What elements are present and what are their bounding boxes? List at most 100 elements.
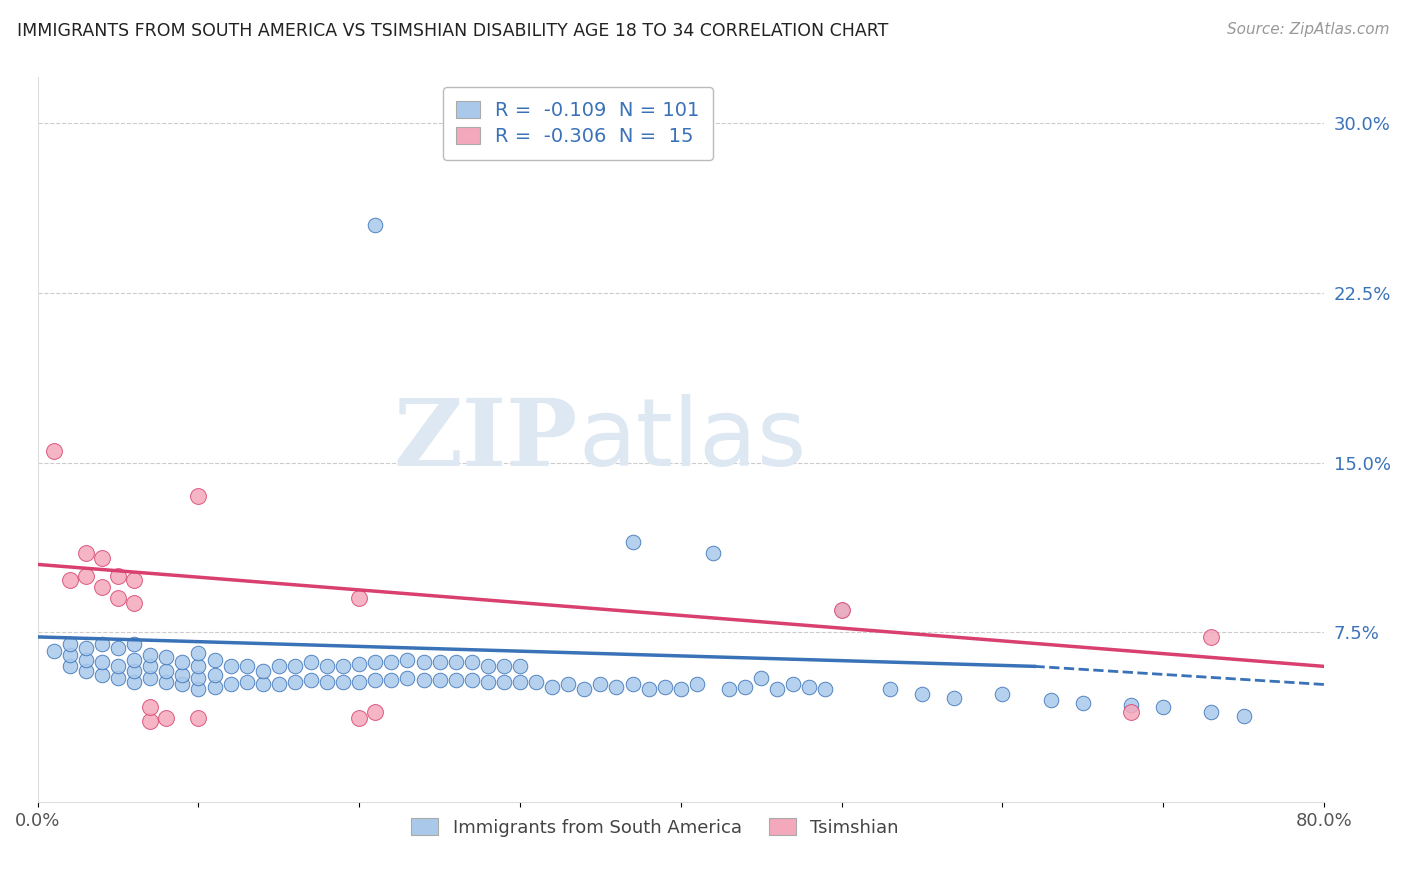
Point <box>139 659 162 673</box>
Point <box>911 687 934 701</box>
Point <box>299 655 322 669</box>
Point <box>284 675 307 690</box>
Point <box>364 673 387 687</box>
Text: IMMIGRANTS FROM SOUTH AMERICA VS TSIMSHIAN DISABILITY AGE 18 TO 34 CORRELATION C: IMMIGRANTS FROM SOUTH AMERICA VS TSIMSHI… <box>17 22 889 40</box>
Point <box>107 591 129 606</box>
Point <box>429 673 451 687</box>
Point <box>107 568 129 582</box>
Point <box>284 659 307 673</box>
Text: atlas: atlas <box>578 394 806 486</box>
Point <box>155 650 177 665</box>
Point <box>637 681 659 696</box>
Point <box>252 677 274 691</box>
Point <box>524 675 547 690</box>
Point <box>172 668 194 682</box>
Point <box>107 641 129 656</box>
Point <box>299 673 322 687</box>
Point <box>943 691 966 706</box>
Point <box>477 659 499 673</box>
Point <box>349 711 371 725</box>
Point <box>734 680 756 694</box>
Point <box>1201 630 1223 644</box>
Point <box>187 490 209 504</box>
Point <box>669 681 692 696</box>
Point <box>316 675 339 690</box>
Point <box>187 646 209 660</box>
Point <box>1119 698 1142 712</box>
Point <box>718 681 741 696</box>
Point <box>267 659 290 673</box>
Point <box>139 648 162 662</box>
Point <box>91 668 114 682</box>
Point <box>1119 705 1142 719</box>
Point <box>557 677 579 691</box>
Point <box>219 677 242 691</box>
Point <box>122 675 145 690</box>
Point <box>42 444 65 458</box>
Point <box>172 655 194 669</box>
Point <box>107 659 129 673</box>
Text: ZIP: ZIP <box>394 395 578 485</box>
Point <box>187 681 209 696</box>
Point <box>204 680 226 694</box>
Point <box>91 655 114 669</box>
Point <box>509 675 531 690</box>
Point <box>139 671 162 685</box>
Point <box>541 680 564 694</box>
Point <box>349 657 371 672</box>
Point <box>380 655 402 669</box>
Point <box>187 659 209 673</box>
Point <box>139 700 162 714</box>
Point <box>107 671 129 685</box>
Point <box>122 574 145 588</box>
Point <box>879 681 901 696</box>
Point <box>831 603 853 617</box>
Point <box>429 655 451 669</box>
Point <box>332 675 354 690</box>
Point <box>187 711 209 725</box>
Point <box>204 668 226 682</box>
Point <box>332 659 354 673</box>
Point <box>991 687 1014 701</box>
Point <box>1232 709 1254 723</box>
Point <box>396 652 419 666</box>
Point <box>187 671 209 685</box>
Point <box>59 648 82 662</box>
Point <box>155 675 177 690</box>
Point <box>122 664 145 678</box>
Point <box>605 680 627 694</box>
Point <box>139 714 162 728</box>
Point <box>621 534 644 549</box>
Point <box>782 677 804 691</box>
Point <box>686 677 709 691</box>
Point <box>349 675 371 690</box>
Point <box>91 637 114 651</box>
Point <box>509 659 531 673</box>
Point <box>492 659 515 673</box>
Point <box>814 681 837 696</box>
Point <box>122 596 145 610</box>
Point <box>702 546 724 560</box>
Point <box>1152 700 1174 714</box>
Point <box>204 652 226 666</box>
Point <box>831 603 853 617</box>
Point <box>59 637 82 651</box>
Point <box>461 655 484 669</box>
Point <box>75 641 97 656</box>
Point <box>75 664 97 678</box>
Point <box>91 550 114 565</box>
Point <box>1071 696 1094 710</box>
Point <box>75 652 97 666</box>
Point <box>155 711 177 725</box>
Point <box>477 675 499 690</box>
Point <box>654 680 676 694</box>
Point <box>172 677 194 691</box>
Point <box>219 659 242 673</box>
Point <box>1039 693 1062 707</box>
Point <box>444 673 467 687</box>
Point <box>364 705 387 719</box>
Legend: Immigrants from South America, Tsimshian: Immigrants from South America, Tsimshian <box>404 811 905 844</box>
Text: Source: ZipAtlas.com: Source: ZipAtlas.com <box>1226 22 1389 37</box>
Point <box>589 677 612 691</box>
Point <box>574 681 596 696</box>
